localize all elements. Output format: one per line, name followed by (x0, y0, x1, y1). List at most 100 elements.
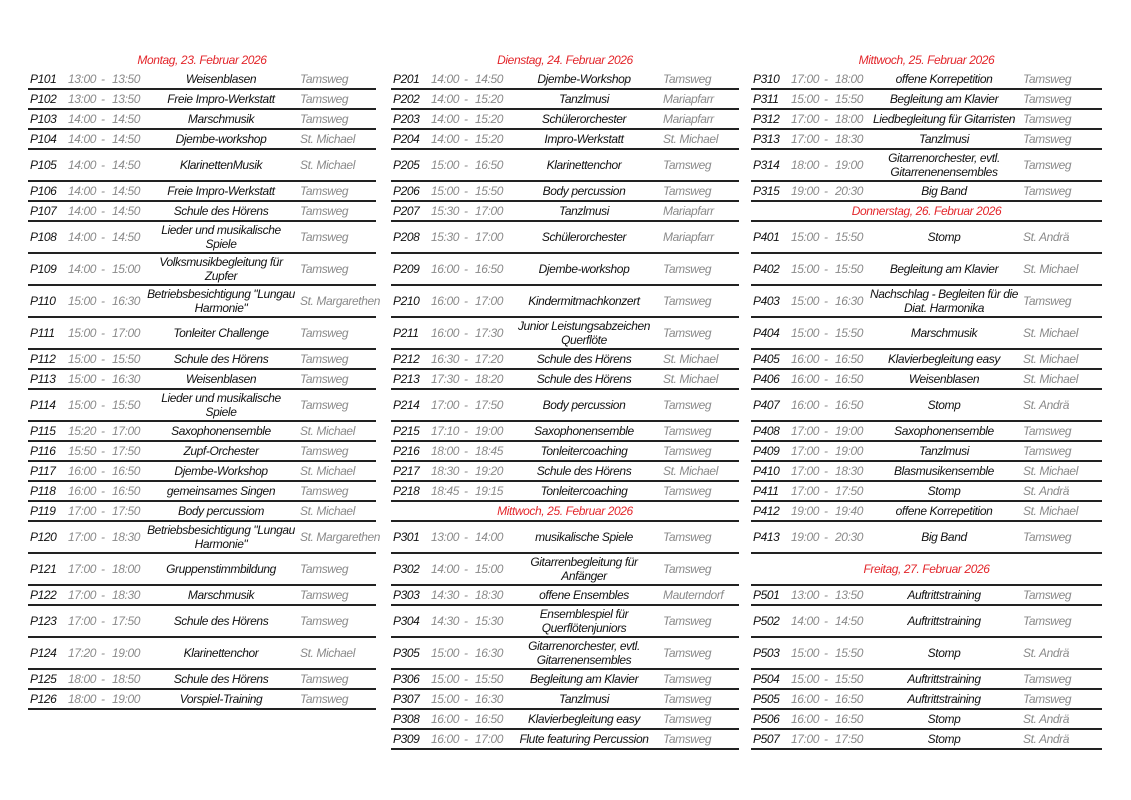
session-location: St. Margarethen (300, 294, 381, 308)
schedule-row: P110 15:00-16:30 Betriebsbesichtigung "Lun… (28, 286, 380, 318)
time-separator: - (824, 424, 828, 438)
start-time: 14:00 (68, 112, 97, 126)
session-title: Begleitung am Klavier (529, 672, 639, 686)
session-code: P403 (753, 294, 780, 308)
session-code: P304 (393, 614, 420, 628)
session-title: Djembe-Workshop (537, 72, 631, 86)
session-location: Tamsweg (663, 614, 712, 628)
time-separator: - (101, 614, 105, 628)
schedule-row: P301 13:00-14:00 musikalische Spiele Tamswe… (391, 522, 739, 554)
session-location: St. Michael (1023, 262, 1078, 276)
end-time: 17:50 (112, 504, 141, 518)
day-title: Donnerstag, 26. Februar 2026 (851, 204, 1002, 218)
session-location: St. Michael (663, 132, 718, 146)
schedule-row: P305 15:00-16:30 Gitarrenorchester, evtl. … (391, 638, 739, 670)
day-header: Montag, 23. Februar 2026 (28, 50, 376, 70)
time-separator: - (101, 294, 105, 308)
end-time: 14:00 (475, 530, 504, 544)
session-code: P206 (393, 184, 420, 198)
session-title: Betriebsbesichtigung "Lungau Harmonie" (147, 523, 295, 551)
session-code: P311 (753, 92, 779, 106)
end-time: 16:50 (475, 262, 504, 276)
session-code: P411 (753, 484, 779, 498)
schedule-row: P119 17:00-17:50 Body percussiom St. Michae… (28, 502, 376, 522)
schedule-row: P309 16:00-17:00 Flute featuring Percussio… (391, 730, 739, 750)
session-title: Klavierbegleitung easy (528, 712, 640, 726)
session-location: Tamsweg (1023, 588, 1072, 602)
end-time: 15:50 (835, 326, 864, 340)
session-code: P214 (393, 398, 420, 412)
session-code: P313 (753, 132, 780, 146)
session-location: St. Michael (300, 424, 355, 438)
session-code: P108 (30, 230, 57, 244)
session-location: Mariapfarr (663, 230, 714, 244)
session-location: St. Margarethen (300, 530, 381, 544)
session-title: Schule des Hörens (536, 464, 632, 478)
time-separator: - (464, 294, 468, 308)
schedule-row: P213 17:30-18:20 Schule des Hörens St. Mich… (391, 370, 739, 390)
end-time: 16:50 (835, 372, 864, 386)
day-header: Donnerstag, 26. Februar 2026 (751, 202, 1102, 222)
session-code: P212 (393, 352, 420, 366)
start-time: 17:00 (791, 424, 820, 438)
session-code: P207 (393, 204, 420, 218)
start-time: 15:00 (791, 294, 820, 308)
start-time: 14:30 (431, 614, 460, 628)
start-time: 15:00 (68, 352, 97, 366)
session-code: P218 (393, 484, 420, 498)
start-time: 15:00 (431, 646, 460, 660)
schedule-row: P504 15:00-15:50 Auftrittstraining Tamsweg (751, 670, 1102, 690)
schedule-row: P502 14:00-14:50 Auftrittstraining Tamsweg (751, 606, 1102, 638)
end-time: 16:50 (112, 484, 141, 498)
session-location: Tamsweg (1023, 424, 1072, 438)
time-separator: - (101, 484, 105, 498)
time-separator: - (464, 398, 468, 412)
schedule-row: P408 17:00-19:00 Saxophonensemble Tamsweg (751, 422, 1102, 442)
end-time: 20:30 (835, 184, 864, 198)
time-separator: - (101, 646, 105, 660)
end-time: 17:50 (835, 484, 864, 498)
session-location: Tamsweg (1023, 692, 1072, 706)
start-time: 15:00 (791, 92, 820, 106)
end-time: 17:00 (475, 230, 504, 244)
session-code: P114 (30, 398, 56, 412)
session-location: Tamsweg (1023, 184, 1072, 198)
end-time: 18:00 (835, 72, 864, 86)
session-title: Tanzlmusi (559, 204, 609, 218)
session-title: Stomp (927, 646, 961, 660)
schedule-row: P401 15:00-15:50 Stomp St. Andrä (751, 222, 1102, 254)
start-time: 17:00 (791, 484, 820, 498)
start-time: 15:00 (431, 672, 460, 686)
start-time: 17:00 (791, 732, 820, 746)
session-code: P209 (393, 262, 420, 276)
session-title: Schule des Hörens (173, 204, 269, 218)
end-time: 18:30 (112, 588, 141, 602)
start-time: 19:00 (791, 504, 820, 518)
session-location: St. Michael (663, 372, 718, 386)
schedule-row: P208 15:30-17:00 Schülerorchester Mariapfar… (391, 222, 739, 254)
session-code: P309 (393, 732, 420, 746)
session-title: Schule des Hörens (173, 672, 269, 686)
schedule-row: P116 15:50-17:50 Zupf-Orchester Tamsweg (28, 442, 376, 462)
session-location: Tamsweg (663, 184, 712, 198)
session-location: Tamsweg (300, 352, 349, 366)
end-time: 15:50 (835, 262, 864, 276)
session-code: P303 (393, 588, 420, 602)
time-separator: - (464, 92, 468, 106)
day-header: Dienstag, 24. Februar 2026 (391, 50, 739, 70)
session-title: Kindermitmachkonzert (528, 294, 640, 308)
time-separator: - (824, 294, 828, 308)
session-location: Mauterndorf (663, 588, 724, 602)
session-title: Auftrittstraining (907, 614, 981, 628)
schedule-row: P403 15:00-16:30 Nachschlag - Begleiten fü… (751, 286, 1102, 318)
session-code: P205 (393, 158, 420, 172)
time-separator: - (824, 132, 828, 146)
start-time: 13:00 (431, 530, 460, 544)
session-location: Tamsweg (300, 184, 349, 198)
session-title: Gitarrenbegleitung für Anfänger (530, 555, 638, 583)
schedule-row: P124 17:20-19:00 Klarinettenchor St. Michae… (28, 638, 376, 670)
time-separator: - (464, 588, 468, 602)
session-title: Weisenblasen (908, 372, 980, 386)
session-title: Saxophonensemble (894, 424, 994, 438)
session-code: P201 (393, 72, 420, 86)
